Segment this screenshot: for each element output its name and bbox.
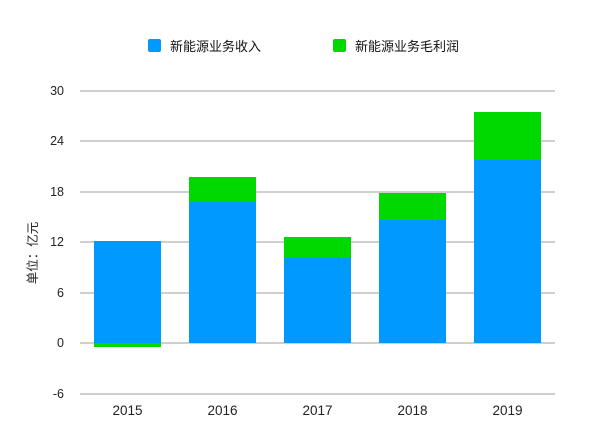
- bar-gross-profit-2017: [284, 237, 351, 259]
- bar-gross-profit-2018: [379, 192, 446, 220]
- gridline-y-24: [80, 140, 555, 143]
- bar-revenue-2018: [379, 219, 446, 344]
- x-axis-label-2016: 2016: [207, 403, 238, 418]
- bar-gross-profit-2016: [189, 176, 256, 202]
- y-tick-label-12: 12: [50, 235, 64, 250]
- y-tick-label-0: 0: [57, 336, 64, 351]
- bar-revenue-2019: [474, 159, 541, 344]
- legend-label: 新能源业务毛利润: [355, 39, 460, 54]
- bar-revenue-2017: [284, 258, 351, 344]
- bar-gross-profit-2019: [474, 112, 541, 160]
- y-tick-label--6: -6: [52, 386, 64, 401]
- x-axis-label-2015: 2015: [112, 403, 143, 418]
- y-tick-label-30: 30: [50, 84, 64, 98]
- legend-item-1: 新能源业务毛利润: [333, 36, 459, 55]
- legend-label: 新能源业务收入: [170, 39, 262, 54]
- gridline-y-0: [80, 342, 555, 345]
- bar-gross-profit-2015: [94, 343, 161, 348]
- gridline-y-18: [80, 190, 555, 193]
- y-tick-label-18: 18: [50, 184, 64, 199]
- bar-revenue-2016: [189, 201, 256, 344]
- y-tick-label-6: 6: [57, 285, 64, 300]
- green-square-icon: [333, 39, 347, 52]
- bar-revenue-2015: [94, 241, 161, 344]
- y-tick-label-24: 24: [50, 134, 64, 149]
- chart-legend: 新能源业务收入 新能源业务毛利润: [148, 36, 459, 55]
- legend-item-0: 新能源业务收入: [148, 36, 261, 55]
- gridline-y-30: [80, 90, 555, 92]
- blue-square-icon: [148, 39, 161, 52]
- x-axis-label-2018: 2018: [397, 403, 428, 418]
- x-axis-label-2017: 2017: [302, 403, 333, 418]
- x-axis-label-2019: 2019: [492, 403, 523, 418]
- gridline-y--6: [80, 392, 555, 395]
